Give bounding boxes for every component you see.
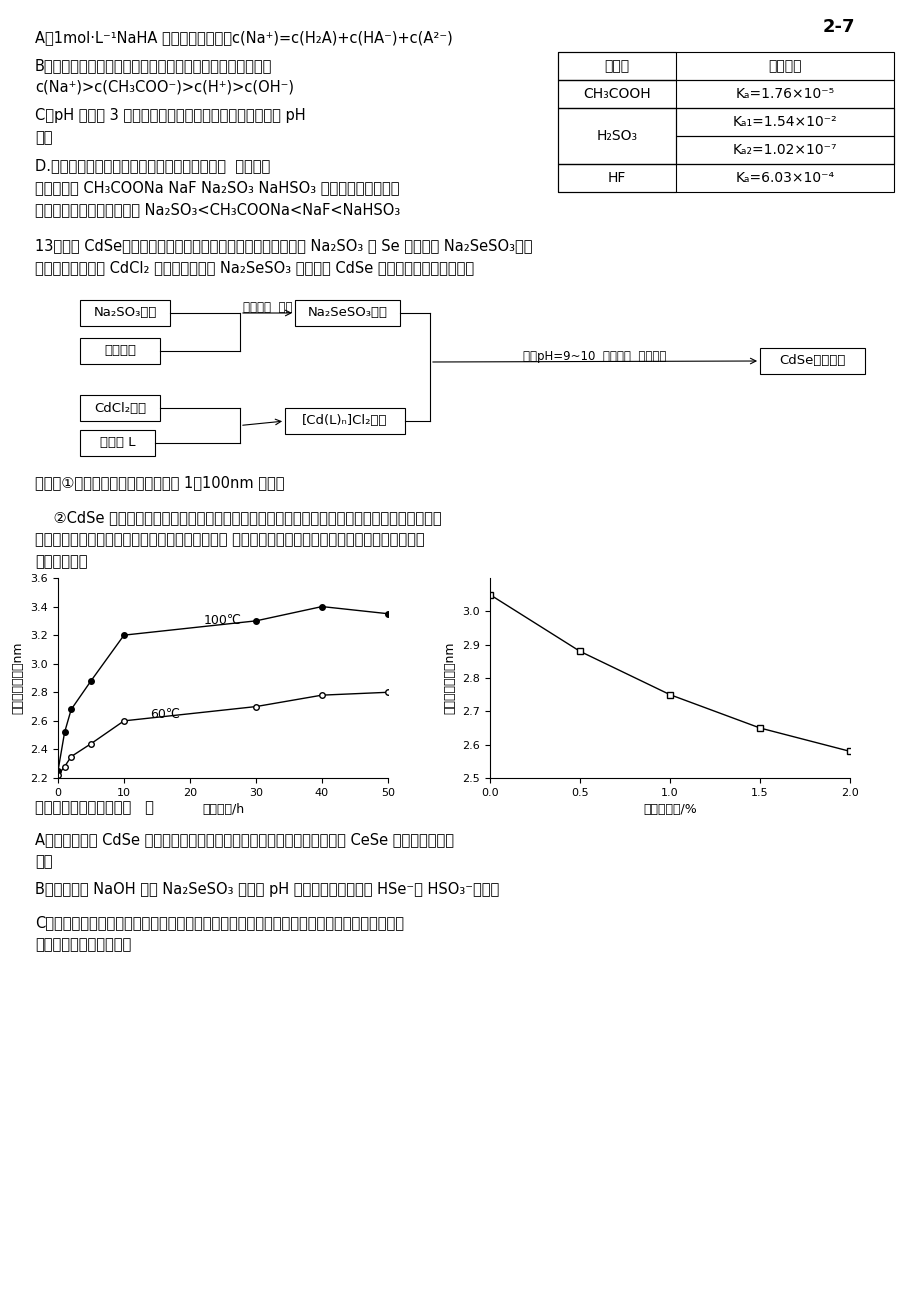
Bar xyxy=(675,108,893,135)
Text: D.已知某温度下常见弱酸的电离平衡常数如右表  相同物质: D.已知某温度下常见弱酸的电离平衡常数如右表 相同物质 xyxy=(35,158,270,173)
Text: 率。: 率。 xyxy=(35,854,52,868)
Text: 的量浓度的 CH₃COONa NaF Na₂SO₃ NaHSO₃ 水溶液，溶液中离子: 的量浓度的 CH₃COONa NaF Na₂SO₃ NaHSO₃ 水溶液，溶液中… xyxy=(35,180,399,195)
Bar xyxy=(80,299,170,326)
Text: Kₐ=1.76×10⁻⁵: Kₐ=1.76×10⁻⁵ xyxy=(734,87,834,102)
Text: 化学式: 化学式 xyxy=(604,59,629,73)
Text: [Cd(L)ₙ]Cl₂溶液: [Cd(L)ₙ]Cl₂溶液 xyxy=(302,414,387,427)
Text: C．pH 均等于 3 的酵酸与盐酸溶液等体积混合后，溶液的 pH: C．pH 均等于 3 的酵酸与盐酸溶液等体积混合后，溶液的 pH xyxy=(35,108,305,122)
Text: 2-7: 2-7 xyxy=(822,18,854,36)
Text: Kₐ₂=1.02×10⁻⁷: Kₐ₂=1.02×10⁻⁷ xyxy=(732,143,836,158)
Text: 13．纳米 CdSe（硒化镟）可用作光学材料。在一定条件下，由 Na₂SO₃ 和 Se 反应生成 Na₂SeSO₃（硒: 13．纳米 CdSe（硒化镟）可用作光学材料。在一定条件下，由 Na₂SO₃ 和… xyxy=(35,238,532,253)
Text: Na₂SeSO₃溶液: Na₂SeSO₃溶液 xyxy=(307,306,387,319)
X-axis label: 反应时间/h: 反应时间/h xyxy=(201,803,244,816)
Text: 变大: 变大 xyxy=(35,130,52,145)
Bar xyxy=(759,348,864,374)
Bar xyxy=(80,430,154,456)
Text: B．向酵酸钒溶液中加入适量酵酸，得到的酸性混合溶液中，: B．向酵酸钒溶液中加入适量酵酸，得到的酸性混合溶液中， xyxy=(35,59,272,73)
Text: Kₐ₁=1.54×10⁻²: Kₐ₁=1.54×10⁻² xyxy=(732,115,836,129)
Text: 配位剂 L: 配位剂 L xyxy=(99,436,135,449)
Text: C．该纳米颗粒不能使用常压过滤或者减压过滤分离，因为其易在滤纸表面形成一层致密而厉实: C．该纳米颗粒不能使用常压过滤或者减压过滤分离，因为其易在滤纸表面形成一层致密而… xyxy=(35,915,403,930)
Text: ②CdSe 纳米颗粒的大小影响会其发光性质。在一定配位剂浓度下，避光加热步骤中反应时间和: ②CdSe 纳米颗粒的大小影响会其发光性质。在一定配位剂浓度下，避光加热步骤中反… xyxy=(35,510,441,525)
Text: A．1mol·L⁻¹NaHA 溶液中一定存在：c(Na⁺)=c(H₂A)+c(HA⁻)+c(A²⁻): A．1mol·L⁻¹NaHA 溶液中一定存在：c(Na⁺)=c(H₂A)+c(H… xyxy=(35,30,452,46)
Bar xyxy=(558,79,893,108)
Text: Kₐ=6.03×10⁻⁴: Kₐ=6.03×10⁻⁴ xyxy=(734,171,834,185)
Text: 温度对纳米颗粒平均粒径的影响，结果如左图所示 某温度下配位剂浓度对纳米颗粒平均粒径的影响，: 温度对纳米颗粒平均粒径的影响，结果如左图所示 某温度下配位剂浓度对纳米颗粒平均粒… xyxy=(35,533,425,547)
X-axis label: 配位剂浓度/%: 配位剂浓度/% xyxy=(642,803,696,816)
Text: 60℃: 60℃ xyxy=(150,708,180,721)
Bar xyxy=(558,52,675,79)
Bar xyxy=(558,164,893,191)
Bar xyxy=(558,52,893,79)
Bar xyxy=(675,135,893,164)
Bar xyxy=(80,395,160,421)
Text: CdSe纳米颗粒: CdSe纳米颗粒 xyxy=(778,354,845,367)
Text: CH₃COOH: CH₃COOH xyxy=(583,87,650,102)
Text: 代硫酸钒）；再由 CdCl₂ 形成的配合物与 Na₂SeSO₃ 反应制得 CdSe 纳米颗粒。流程图如下：: 代硫酸钒）；再由 CdCl₂ 形成的配合物与 Na₂SeSO₃ 反应制得 CdS… xyxy=(35,260,473,275)
Text: 加热回流  抗滤: 加热回流 抗滤 xyxy=(243,301,292,314)
Text: B．一般可用 NaOH 调节 Na₂SeSO₃ 溶液的 pH 値，在此过程中会有 HSe⁻和 HSO₃⁻生成。: B．一般可用 NaOH 调节 Na₂SeSO₃ 溶液的 pH 値，在此过程中会有… xyxy=(35,881,499,897)
Text: A．在分离提纯 CdSe 时一般向溶液中加入丙酮，以增强溶剂极性，有利于 CeSe 的沉淠，提高收: A．在分离提纯 CdSe 时一般向溶液中加入丙酮，以增强溶剂极性，有利于 CeS… xyxy=(35,832,453,848)
Bar xyxy=(80,339,160,365)
Text: 如右图所示：: 如右图所示： xyxy=(35,553,87,569)
Text: 电离常数: 电离常数 xyxy=(767,59,800,73)
Text: 过量硒粉: 过量硒粉 xyxy=(104,345,136,358)
Text: c(Na⁺)>c(CH₃COO⁻)>c(H⁺)>c(OH⁻): c(Na⁺)>c(CH₃COO⁻)>c(H⁺)>c(OH⁻) xyxy=(35,79,294,95)
Text: H₂SO₃: H₂SO₃ xyxy=(596,129,637,143)
Text: 调节pH=9~10  避光加热  分离提纯: 调节pH=9~10 避光加热 分离提纯 xyxy=(523,350,666,363)
Text: 的膜，阻碍溶剂的通过。: 的膜，阻碍溶剂的通过。 xyxy=(35,937,131,952)
Y-axis label: 颗粒平均粒径／nm: 颗粒平均粒径／nm xyxy=(12,642,25,715)
Text: CdCl₂溶液: CdCl₂溶液 xyxy=(94,401,146,414)
Text: 100℃: 100℃ xyxy=(203,613,241,626)
Bar xyxy=(558,108,675,164)
Text: HF: HF xyxy=(607,171,626,185)
Text: 已知：①纳米颗粒通常指平均粒径为 1～100nm 的粒子: 已知：①纳米颗粒通常指平均粒径为 1～100nm 的粒子 xyxy=(35,475,284,490)
Text: 总数由小到大排列的顺序是 Na₂SO₃<CH₃COONa<NaF<NaHSO₃: 总数由小到大排列的顺序是 Na₂SO₃<CH₃COONa<NaF<NaHSO₃ xyxy=(35,202,400,217)
Text: Na₂SO₃溶液: Na₂SO₃溶液 xyxy=(93,306,156,319)
Bar xyxy=(558,164,675,191)
Bar xyxy=(558,108,893,164)
Bar xyxy=(285,408,404,434)
Bar xyxy=(558,79,675,108)
Bar xyxy=(295,299,400,326)
Text: 则下列说法中正确的是（   ）: 则下列说法中正确的是（ ） xyxy=(35,799,153,815)
Y-axis label: 颗粒平均粒径／nm: 颗粒平均粒径／nm xyxy=(443,642,457,715)
